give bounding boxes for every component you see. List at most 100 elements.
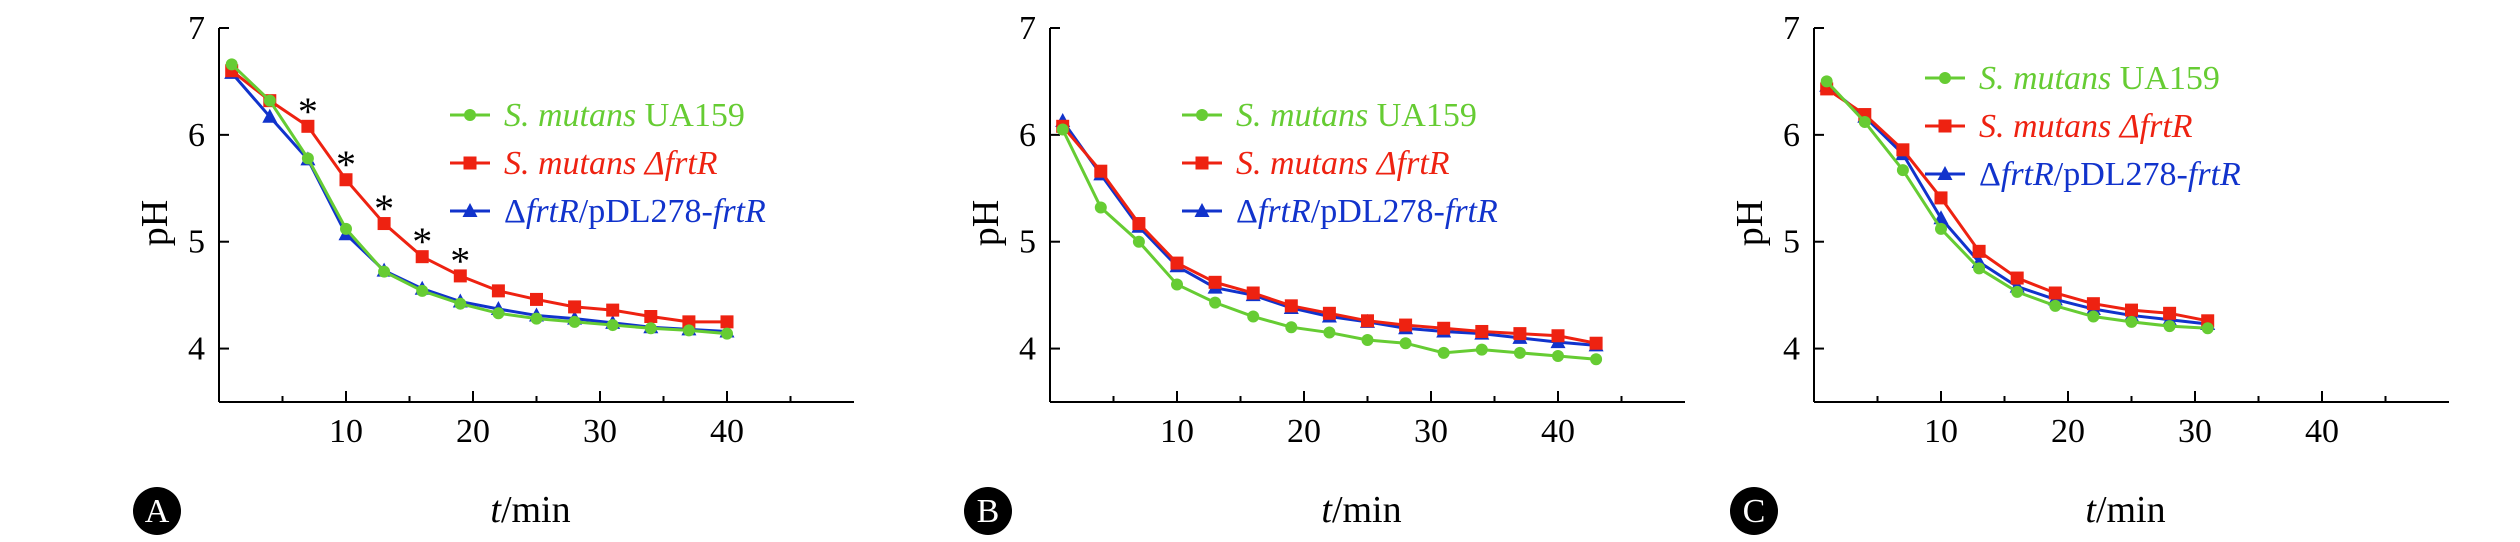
data-point — [568, 315, 581, 328]
x-tick-label: 20 — [1287, 413, 1321, 450]
panel-label-badge: A — [133, 487, 181, 535]
legend-label-gene: frtR — [1445, 193, 1498, 230]
data-point — [1247, 310, 1260, 323]
data-point — [377, 217, 391, 231]
data-point — [415, 250, 429, 264]
data-point — [416, 284, 429, 297]
data-point — [491, 284, 505, 298]
x-axis-variable: t — [1321, 489, 1333, 531]
legend-label: S. mutans ΔfrtR — [1236, 145, 1450, 182]
legend-label-species: S. mutans ΔfrtR — [1236, 145, 1450, 182]
y-tick-label: 4 — [1019, 331, 1036, 368]
data-point — [2086, 297, 2100, 311]
legend-label-species: S. mutans — [1979, 60, 2111, 97]
data-point — [1896, 143, 1910, 157]
data-point — [225, 58, 238, 71]
legend-item-ua159: S. mutans UA159 — [450, 97, 745, 134]
data-point — [1896, 164, 1909, 177]
data-point — [1208, 275, 1222, 289]
legend-swatch-marker — [1937, 166, 1953, 180]
series-ua159 — [225, 58, 733, 340]
legend-label-species: S. mutans — [1236, 97, 1368, 134]
data-point — [1551, 329, 1565, 343]
data-point — [2011, 285, 2024, 298]
legend-item-frtr: S. mutans ΔfrtR — [1925, 108, 2193, 145]
significance-star: * — [336, 142, 356, 187]
legend-label-prefix: Δ — [504, 193, 526, 230]
data-point — [1513, 327, 1527, 341]
significance-star: * — [450, 238, 470, 283]
data-point — [2010, 271, 2024, 285]
data-point — [644, 310, 658, 324]
legend-item-ua159: S. mutans UA159 — [1182, 97, 1477, 134]
data-point — [1934, 191, 1948, 205]
legend-label-gene: frtR — [526, 193, 579, 230]
panel-label-badge: B — [964, 487, 1012, 535]
data-point — [1399, 337, 1412, 350]
data-point — [530, 292, 543, 306]
y-axis-title: pH — [965, 200, 1007, 246]
legend-label: S. mutans ΔfrtR — [504, 145, 718, 182]
data-point — [1820, 75, 1833, 88]
data-point — [1132, 217, 1146, 231]
data-point — [301, 119, 315, 133]
series-ua159 — [1056, 123, 1603, 366]
legend-swatch-marker — [1194, 203, 1210, 217]
data-point — [530, 312, 543, 325]
legend-label-plasmid: /pDL278- — [579, 193, 713, 230]
legend-swatch-marker — [463, 156, 477, 170]
legend-label-prefix: Δ — [1236, 193, 1258, 230]
data-point — [644, 322, 657, 335]
panel-label-badge: C — [1730, 487, 1778, 535]
data-point — [453, 269, 467, 283]
data-point — [1437, 346, 1450, 359]
data-point — [1972, 244, 1986, 258]
data-point — [721, 327, 733, 340]
x-tick-label: 40 — [2305, 413, 2339, 450]
legend-item-ua159: S. mutans UA159 — [1925, 60, 2220, 97]
data-point — [720, 315, 734, 329]
data-point — [340, 222, 352, 235]
data-point — [1858, 116, 1871, 129]
data-point — [339, 173, 353, 187]
data-point — [682, 324, 695, 337]
x-tick-label: 40 — [710, 413, 744, 450]
x-tick-label: 30 — [1414, 413, 1448, 450]
data-point — [1589, 336, 1603, 350]
data-point — [2087, 310, 2100, 323]
data-point — [1209, 296, 1222, 309]
x-tick-label: 30 — [583, 413, 617, 450]
data-point — [1170, 256, 1184, 270]
x-axis-unit: /min — [1332, 489, 1402, 531]
legend-item-frtr: S. mutans ΔfrtR — [1182, 145, 1450, 182]
x-tick-label: 20 — [2051, 413, 2085, 450]
legend-label: ΔfrtR/pDL278-frtR — [1236, 193, 1498, 230]
series-frtr — [225, 64, 734, 329]
data-point — [454, 297, 467, 310]
x-tick-label: 30 — [2178, 413, 2212, 450]
legend-swatch-marker — [1938, 119, 1952, 133]
data-point — [1513, 346, 1526, 359]
y-tick-label: 4 — [188, 331, 205, 368]
data-point — [1399, 318, 1413, 332]
legend-label-strain: UA159 — [636, 97, 745, 134]
legend-label-gene: frtR — [2188, 156, 2241, 193]
legend-label: S. mutans UA159 — [504, 97, 745, 134]
series-line — [230, 63, 728, 336]
y-tick-label: 6 — [1019, 117, 1036, 154]
x-tick-label: 10 — [1924, 413, 1958, 450]
legend-label-strain: UA159 — [1368, 97, 1477, 134]
data-point — [1322, 306, 1336, 320]
y-tick-label: 4 — [1783, 331, 1800, 368]
data-point — [2163, 320, 2176, 333]
data-point — [1475, 324, 1489, 338]
x-tick-label: 40 — [1541, 413, 1575, 450]
legend-item-comp: ΔfrtR/pDL278-frtR — [1182, 193, 1498, 230]
legend-swatch-marker — [1196, 109, 1208, 121]
panel-label-text: C — [1743, 493, 1766, 530]
data-point — [1284, 299, 1298, 313]
data-point — [606, 319, 619, 332]
data-point — [1361, 314, 1374, 328]
